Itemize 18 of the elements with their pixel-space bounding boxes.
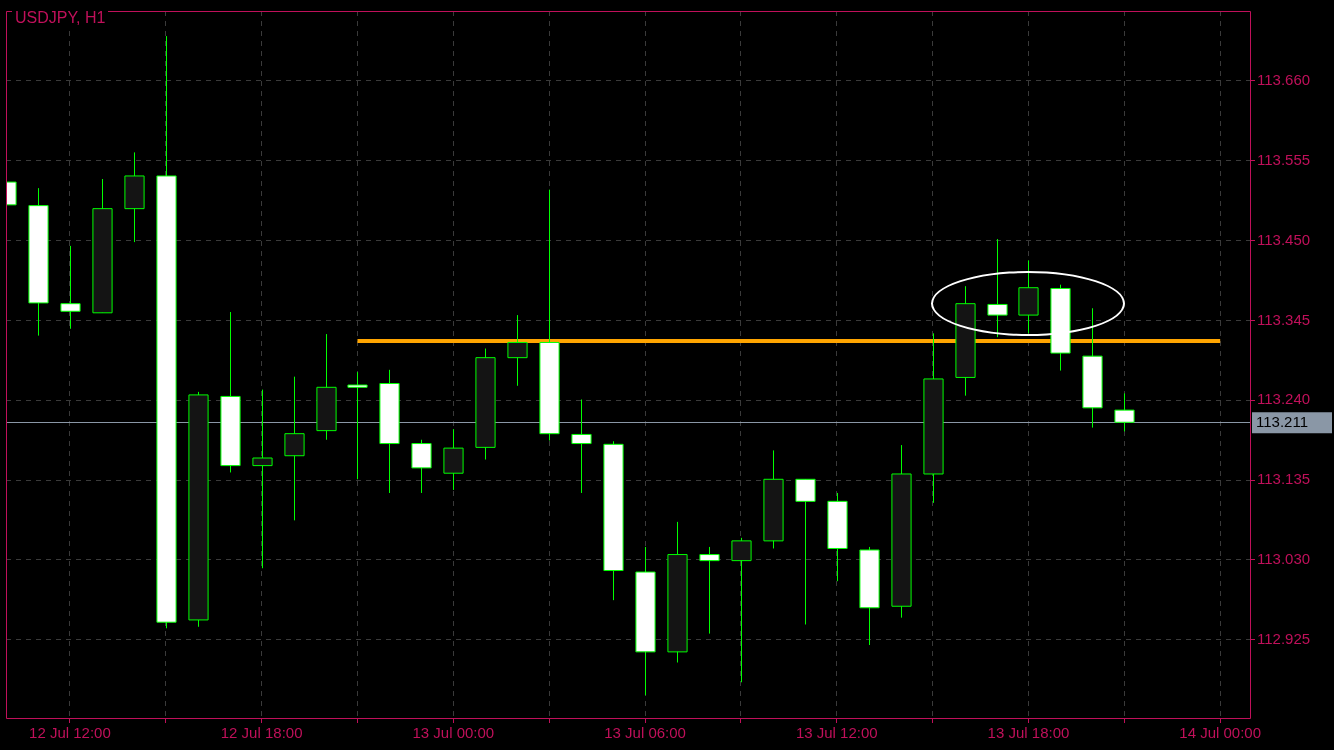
chart-title: USDJPY, H1 bbox=[12, 9, 109, 27]
x-tick-label: 12 Jul 18:00 bbox=[220, 724, 303, 742]
y-tick-label: 113.555 bbox=[1257, 150, 1311, 168]
ref-line-label: 113.211 bbox=[1256, 413, 1308, 431]
y-tick-label: 113.450 bbox=[1257, 230, 1311, 248]
y-tick-label: 112.925 bbox=[1257, 629, 1311, 647]
y-tick-label: 113.240 bbox=[1257, 390, 1311, 408]
x-tick-label: 13 Jul 18:00 bbox=[987, 724, 1070, 742]
x-tick-label: 12 Jul 12:00 bbox=[29, 724, 111, 742]
x-tick-label: 13 Jul 06:00 bbox=[604, 724, 686, 742]
y-tick-label: 113.660 bbox=[1257, 71, 1311, 89]
y-tick-label: 113.030 bbox=[1257, 550, 1311, 568]
x-tick-label: 13 Jul 12:00 bbox=[795, 724, 878, 742]
y-tick-label: 113.345 bbox=[1257, 310, 1311, 328]
x-tick-label: 14 Jul 00:00 bbox=[1179, 724, 1262, 742]
x-tick-label: 13 Jul 00:00 bbox=[412, 724, 495, 742]
y-tick-label: 113.135 bbox=[1257, 470, 1311, 488]
candlestick bbox=[60, 245, 81, 330]
